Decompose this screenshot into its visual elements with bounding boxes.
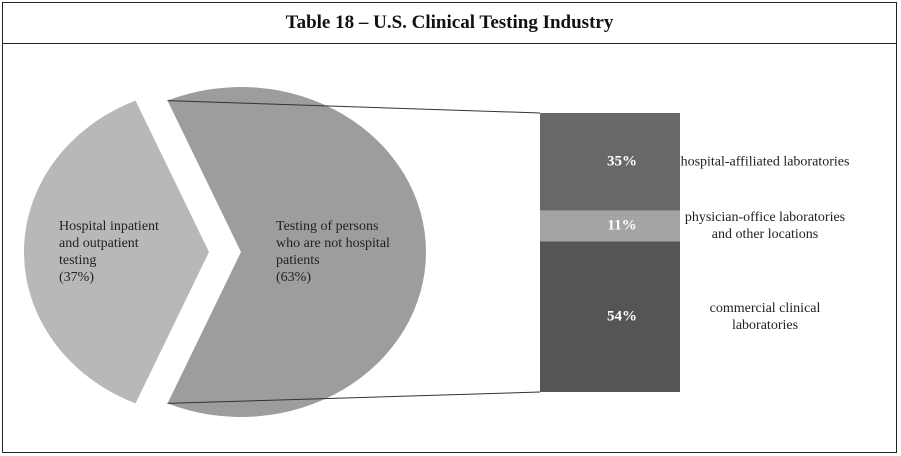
connector: [167, 391, 541, 404]
segment-value: 35%: [607, 153, 637, 170]
slice-value: (37%): [59, 270, 94, 285]
bar-segment: [540, 241, 680, 392]
segment-label: 54%: [607, 308, 637, 325]
segment-name: physician-office laboratories and other …: [680, 209, 850, 243]
slice-name: Hospital inpatient and outpatient testin…: [59, 219, 159, 268]
segment-value: 11%: [607, 217, 637, 234]
segment-name-text: commercial clinical laboratories: [709, 300, 821, 333]
segment-value: 54%: [607, 308, 637, 325]
chart-title: Table 18 – U.S. Clinical Testing Industr…: [2, 2, 897, 44]
pie-slice: [24, 100, 210, 404]
slice-value: (63%): [276, 270, 311, 285]
segment-label: 35%: [607, 153, 637, 170]
connector: [167, 100, 541, 114]
pie-slice: [167, 86, 427, 417]
slice-label: Testing of persons who are not hospital …: [276, 218, 391, 286]
segment-label: 11%: [607, 217, 636, 234]
bar-segment: [540, 210, 680, 242]
bar-segment: [540, 113, 680, 211]
slice-label: Hospital inpatient and outpatient testin…: [59, 218, 174, 286]
segment-name-text: hospital-affiliated laboratories: [680, 154, 850, 170]
segment-name-text: physician-office laboratories and other …: [684, 209, 846, 242]
segment-name: hospital-affiliated laboratories: [680, 153, 850, 170]
slice-name: Testing of persons who are not hospital …: [276, 219, 390, 268]
segment-name: commercial clinical laboratories: [680, 300, 850, 334]
